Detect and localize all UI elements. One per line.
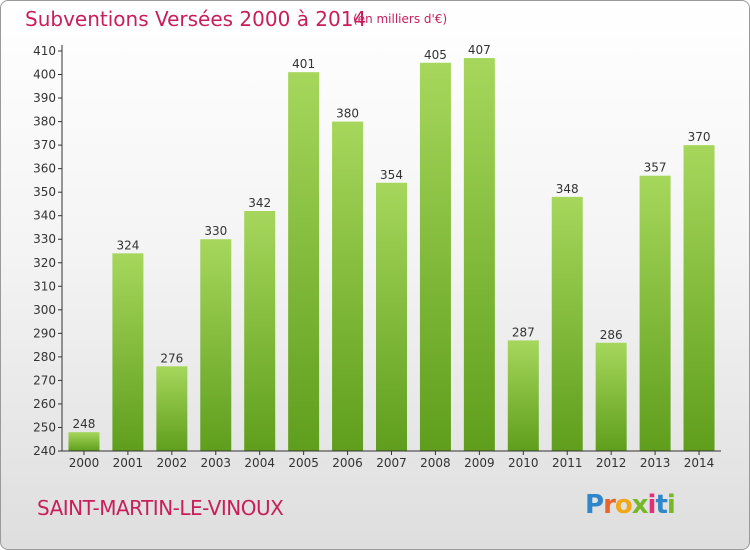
commune-name: SAINT-MARTIN-LE-VINOUX	[37, 496, 284, 520]
x-tick-label: 2000	[69, 456, 100, 470]
bar	[551, 196, 583, 451]
bar	[288, 72, 320, 452]
x-tick-label: 2004	[244, 456, 275, 470]
y-tick-label: 310	[33, 279, 56, 293]
y-tick-label: 290	[33, 326, 56, 340]
bar	[200, 239, 232, 451]
bar-value-label: 342	[248, 196, 271, 210]
bar-value-label: 357	[644, 161, 667, 175]
y-axis: 240 250 260 270 280 290 300 310 320 330 340 350 360 3…	[33, 44, 63, 458]
x-tick-label: 2001	[113, 456, 144, 470]
logo-letter: x	[631, 490, 649, 520]
y-tick-label: 410	[33, 44, 56, 58]
y-tick-label: 320	[33, 256, 56, 270]
chart-subtitle: (en milliers d'€)	[353, 12, 448, 26]
bar	[639, 175, 671, 452]
y-tick-label: 340	[33, 209, 56, 223]
bar-value-label: 248	[73, 417, 96, 431]
bar	[376, 182, 407, 451]
y-tick-label: 240	[33, 444, 56, 458]
bar	[112, 253, 144, 451]
y-tick-label: 350	[33, 185, 56, 199]
bar-value-label: 380	[336, 107, 359, 121]
bar-value-label: 405	[424, 48, 447, 62]
logo-letter: r	[603, 490, 616, 520]
bar-value-label: 330	[204, 224, 227, 238]
bar	[419, 62, 451, 451]
bar-value-label: 370	[688, 130, 711, 144]
bar	[332, 121, 364, 452]
x-tick-label: 2012	[596, 456, 627, 470]
bar	[463, 58, 495, 451]
logo-letter: i	[647, 490, 657, 520]
y-tick-label: 300	[33, 303, 56, 317]
bar-value-label: 348	[556, 182, 579, 196]
x-tick-label: 2002	[157, 456, 188, 470]
bar-value-label: 407	[468, 43, 491, 57]
logo-letter: o	[614, 490, 633, 520]
x-tick-label: 2005	[288, 456, 319, 470]
x-tick-label: 2010	[508, 456, 539, 470]
bar	[595, 342, 627, 451]
y-tick-label: 280	[33, 350, 56, 364]
bar	[683, 145, 715, 451]
x-tick-label: 2008	[420, 456, 451, 470]
bar-value-label: 324	[116, 238, 139, 252]
bar-value-label: 286	[600, 328, 623, 342]
bar-value-label: 276	[160, 351, 183, 365]
chart-title: Subventions Versées 2000 à 2014	[25, 7, 367, 31]
proxiti-logo[interactable]: Proxiti	[585, 490, 676, 520]
bar	[244, 211, 276, 451]
y-tick-label: 360	[33, 162, 56, 176]
bar-value-label: 287	[512, 325, 535, 339]
x-tick-label: 2006	[332, 456, 363, 470]
logo-letter: t	[655, 490, 667, 520]
bar	[156, 366, 188, 451]
y-tick-label: 250	[33, 420, 56, 434]
x-tick-label: 2013	[640, 456, 671, 470]
x-axis: 2000 2001 2002 2003 2004 2005 2006 2007 2008 2009…	[62, 450, 721, 470]
x-tick-label: 2011	[552, 456, 583, 470]
logo-letter: P	[585, 490, 604, 520]
y-tick-label: 260	[33, 397, 56, 411]
y-tick-label: 270	[33, 373, 56, 387]
x-tick-label: 2003	[200, 456, 231, 470]
x-tick-label: 2009	[464, 456, 495, 470]
y-tick-label: 330	[33, 232, 56, 246]
bar-value-label: 401	[292, 57, 315, 71]
bar-value-label: 354	[380, 168, 403, 182]
bars: 248 324 276 330 342 401 380 354 405 407 287 348 286 3…	[68, 43, 715, 452]
x-tick-label: 2014	[684, 456, 715, 470]
logo-letter: i	[666, 490, 676, 520]
y-tick-label: 400	[33, 68, 56, 82]
y-tick-label: 390	[33, 91, 56, 105]
bar	[507, 340, 539, 451]
x-tick-label: 2007	[376, 456, 407, 470]
y-tick-label: 380	[33, 115, 56, 129]
bar	[68, 432, 100, 451]
y-tick-label: 370	[33, 138, 56, 152]
